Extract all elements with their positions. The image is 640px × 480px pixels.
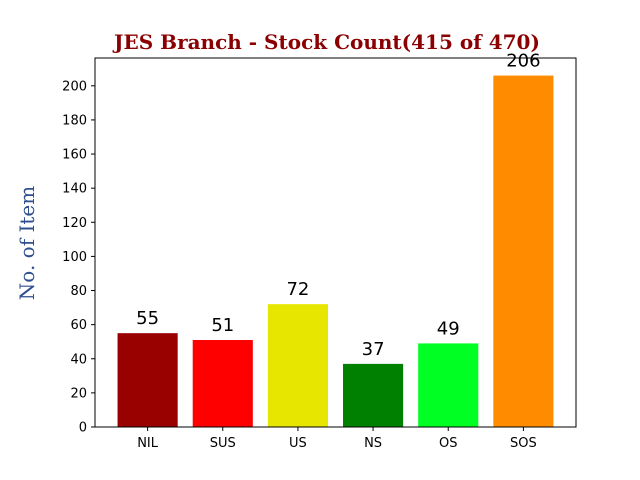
x-tick-label-sos: SOS (510, 436, 537, 451)
y-tick-label: 20 (70, 386, 87, 401)
x-tick-label-us: US (289, 436, 307, 451)
bar-os (418, 343, 479, 427)
bar-sus (192, 339, 253, 427)
chart-title: JES Branch - Stock Count(415 of 470) (112, 30, 540, 54)
bar-us (267, 304, 328, 427)
y-tick-label: 80 (70, 284, 87, 299)
y-tick-label: 100 (62, 250, 87, 265)
y-axis-label: No. of Item (15, 186, 39, 300)
data-label-sos: 206 (506, 51, 540, 72)
data-label-os: 49 (437, 318, 460, 339)
x-tick-label-os: OS (439, 436, 457, 451)
data-label-nil: 55 (136, 308, 159, 329)
bar-ns (343, 363, 404, 427)
x-tick-label-sus: SUS (210, 436, 236, 451)
bar-nil (117, 333, 178, 427)
data-label-sus: 51 (211, 315, 234, 336)
plot-area: 55 NIL 51 SUS 72 US 37 NS 49 OS 206 SOS 0 20 40 60 80 100… (62, 51, 577, 451)
y-tick-label: 200 (62, 79, 87, 94)
y-tick-label: 0 (79, 421, 87, 436)
data-label-ns: 37 (362, 339, 385, 360)
bar-sos (493, 75, 554, 428)
x-tick-label-ns: NS (364, 436, 382, 451)
y-tick-label: 140 (62, 182, 87, 197)
y-tick-label: 60 (70, 318, 87, 333)
y-tick-label: 120 (62, 216, 87, 231)
data-label-us: 72 (286, 279, 309, 300)
y-tick-label: 160 (62, 148, 87, 163)
plot-frame (94, 57, 577, 428)
y-tick-label: 180 (62, 113, 87, 128)
y-tick-label: 40 (70, 352, 87, 367)
x-tick-label-nil: NIL (137, 436, 159, 451)
